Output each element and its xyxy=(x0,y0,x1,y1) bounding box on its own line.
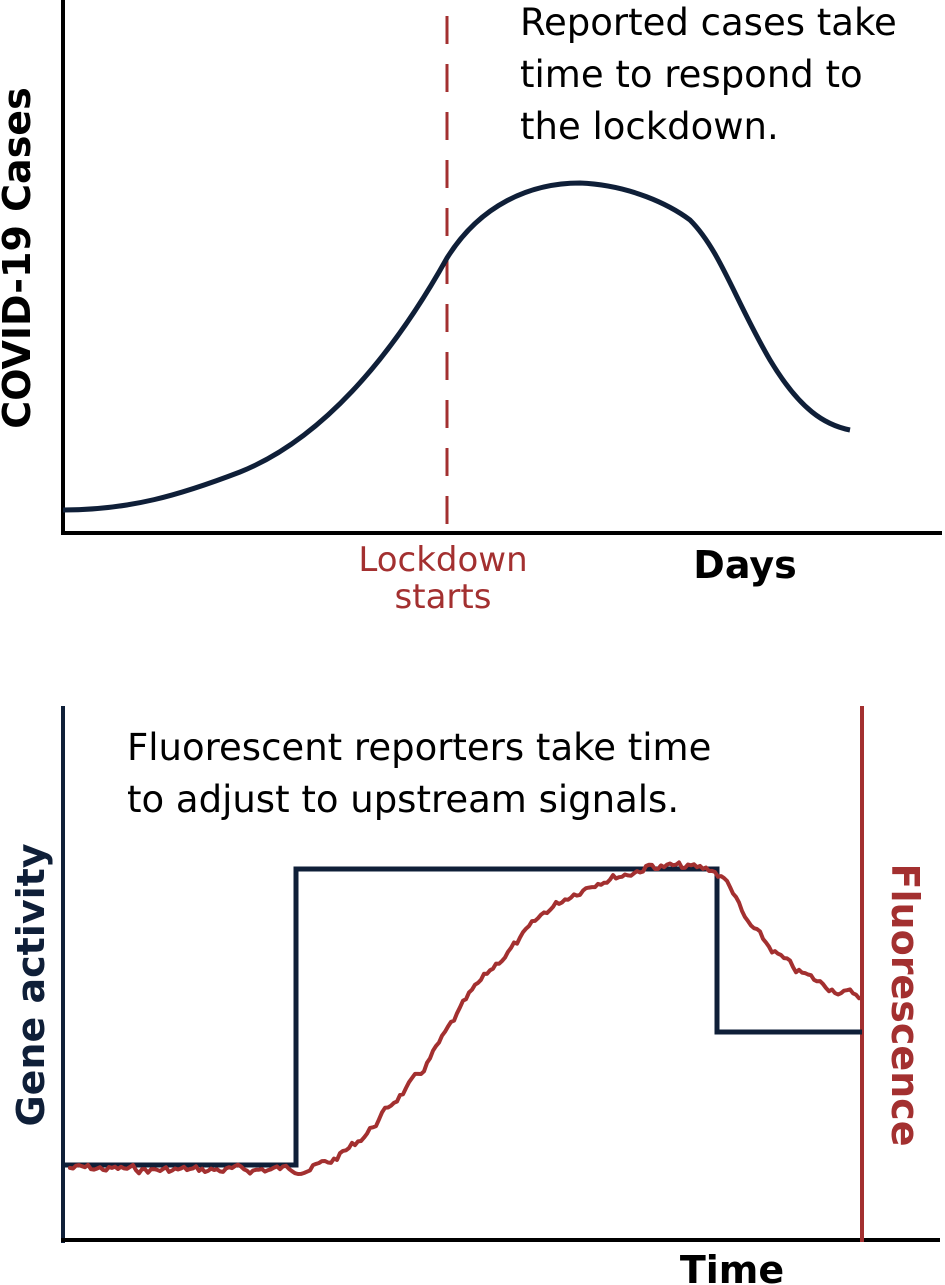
bottom-annotation-line-1: Fluorescent reporters take time xyxy=(127,726,711,769)
top-annotation-line-3: the lockdown. xyxy=(520,105,779,148)
top-annotation-line-2: time to respond to xyxy=(520,53,863,96)
bottom-annotation-line-2: to adjust to upstream signals. xyxy=(127,778,679,821)
bottom-panel: Fluorescent reporters take time to adjus… xyxy=(9,706,940,1285)
fluorescence-response-line xyxy=(68,860,861,1176)
covid-cases-curve xyxy=(62,180,851,513)
lockdown-label-line-2: starts xyxy=(395,577,492,617)
top-x-axis-label: Days xyxy=(693,543,796,587)
gene-activity-axis-label: Gene activity xyxy=(9,843,53,1126)
top-y-axis-label: COVID-19 Cases xyxy=(0,87,39,428)
time-axis-label: Time xyxy=(680,1248,784,1285)
gene-activity-step-line xyxy=(63,866,862,1168)
fluorescence-axis-label: Fluorescence xyxy=(883,864,927,1147)
top-annotation-line-1: Reported cases take xyxy=(520,1,897,44)
top-panel: Reported cases take time to respond to t… xyxy=(0,0,942,617)
lockdown-label-line-1: Lockdown xyxy=(358,540,527,580)
